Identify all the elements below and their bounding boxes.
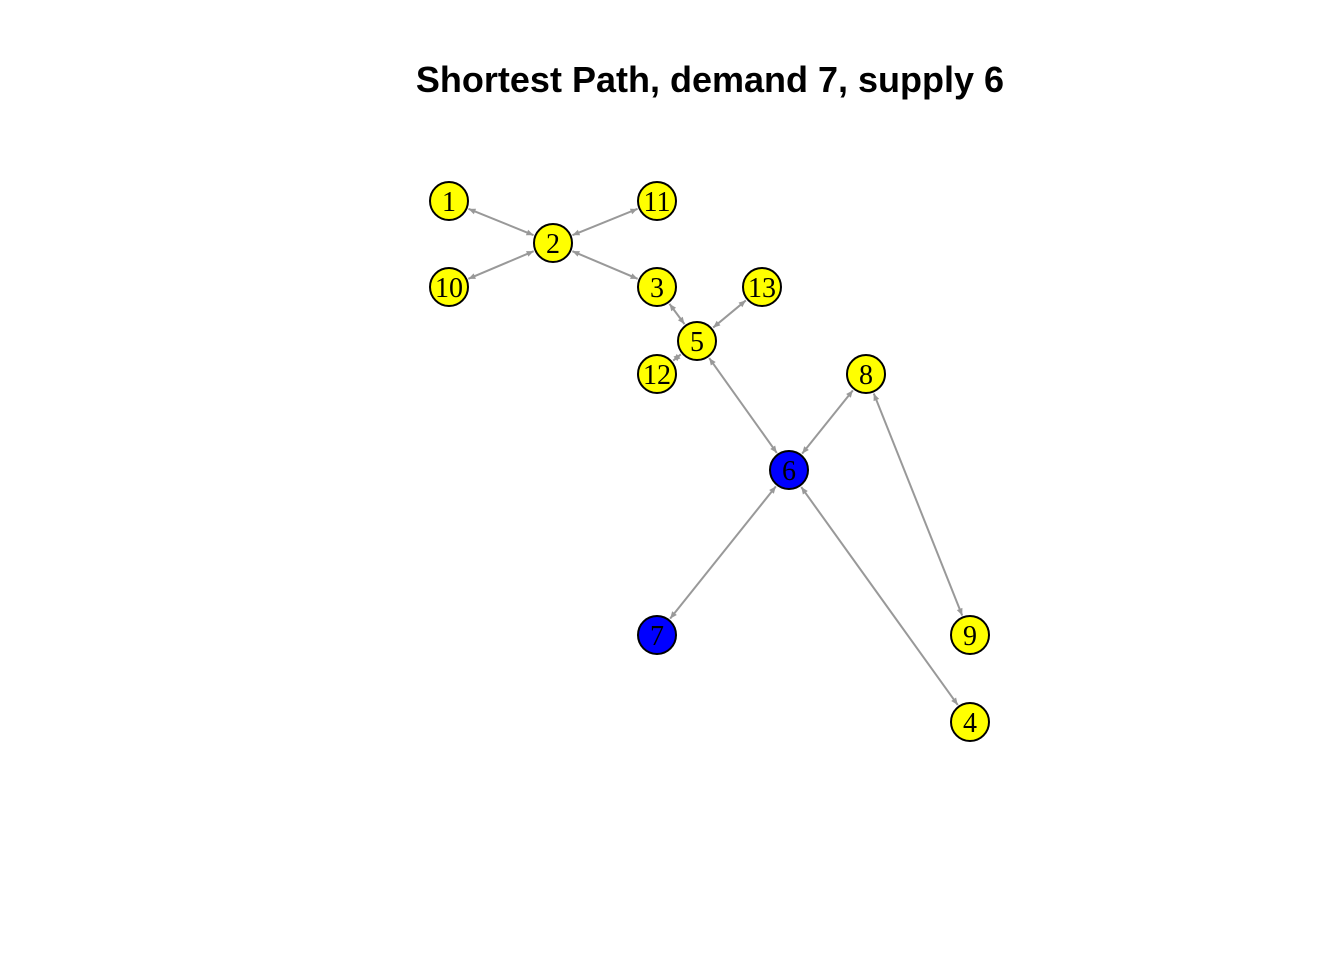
plot-title: Shortest Path, demand 7, supply 6: [416, 59, 1004, 100]
node-5-circle: [677, 321, 717, 361]
edge-11-2: [572, 207, 638, 237]
edge-13-5: [712, 299, 747, 329]
edge-8-9: [872, 393, 964, 616]
node-12-circle: [637, 354, 677, 394]
edge-10-2: [467, 250, 535, 280]
node-2: 2: [533, 223, 573, 263]
node-12-label: 12: [643, 360, 671, 391]
edge-6-8: [801, 389, 854, 455]
node-13-label: 13: [748, 273, 776, 304]
node-3-label: 3: [650, 273, 664, 304]
node-9-label: 9: [963, 621, 977, 652]
node-7-label: 7: [650, 621, 664, 652]
node-4: 4: [950, 702, 990, 742]
node-1: 1: [429, 181, 469, 221]
edge-6-7: [669, 485, 777, 620]
node-8: 8: [846, 354, 886, 394]
node-4-circle: [950, 702, 990, 742]
node-10: 10: [429, 267, 469, 307]
edge-5-6: [708, 357, 778, 454]
node-5-label: 5: [690, 327, 704, 358]
node-2-label: 2: [546, 229, 560, 260]
node-4-label: 4: [963, 708, 977, 739]
node-7: 7: [637, 615, 677, 655]
node-6: 6: [769, 450, 809, 490]
node-10-circle: [429, 267, 469, 307]
node-5: 5: [677, 321, 717, 361]
edge-3-5: [668, 303, 686, 325]
node-7-circle: [637, 615, 677, 655]
node-3: 3: [637, 267, 677, 307]
node-1-label: 1: [442, 187, 456, 218]
node-12: 12: [637, 354, 677, 394]
node-9-circle: [950, 615, 990, 655]
node-11-label: 11: [644, 187, 671, 218]
node-13: 13: [742, 267, 782, 307]
node-11: 11: [637, 181, 677, 221]
edge-12-5: [672, 353, 682, 362]
edge-6-4: [800, 486, 959, 706]
node-6-label: 6: [782, 456, 796, 487]
node-11-circle: [637, 181, 677, 221]
edges-layer: [467, 207, 964, 706]
node-3-circle: [637, 267, 677, 307]
node-13-circle: [742, 267, 782, 307]
node-6-circle: [769, 450, 809, 490]
edge-2-3: [571, 250, 639, 280]
node-9: 9: [950, 615, 990, 655]
node-1-circle: [429, 181, 469, 221]
node-8-circle: [846, 354, 886, 394]
edge-1-2: [468, 207, 534, 237]
node-10-label: 10: [435, 273, 463, 304]
node-8-label: 8: [859, 360, 873, 391]
node-2-circle: [533, 223, 573, 263]
